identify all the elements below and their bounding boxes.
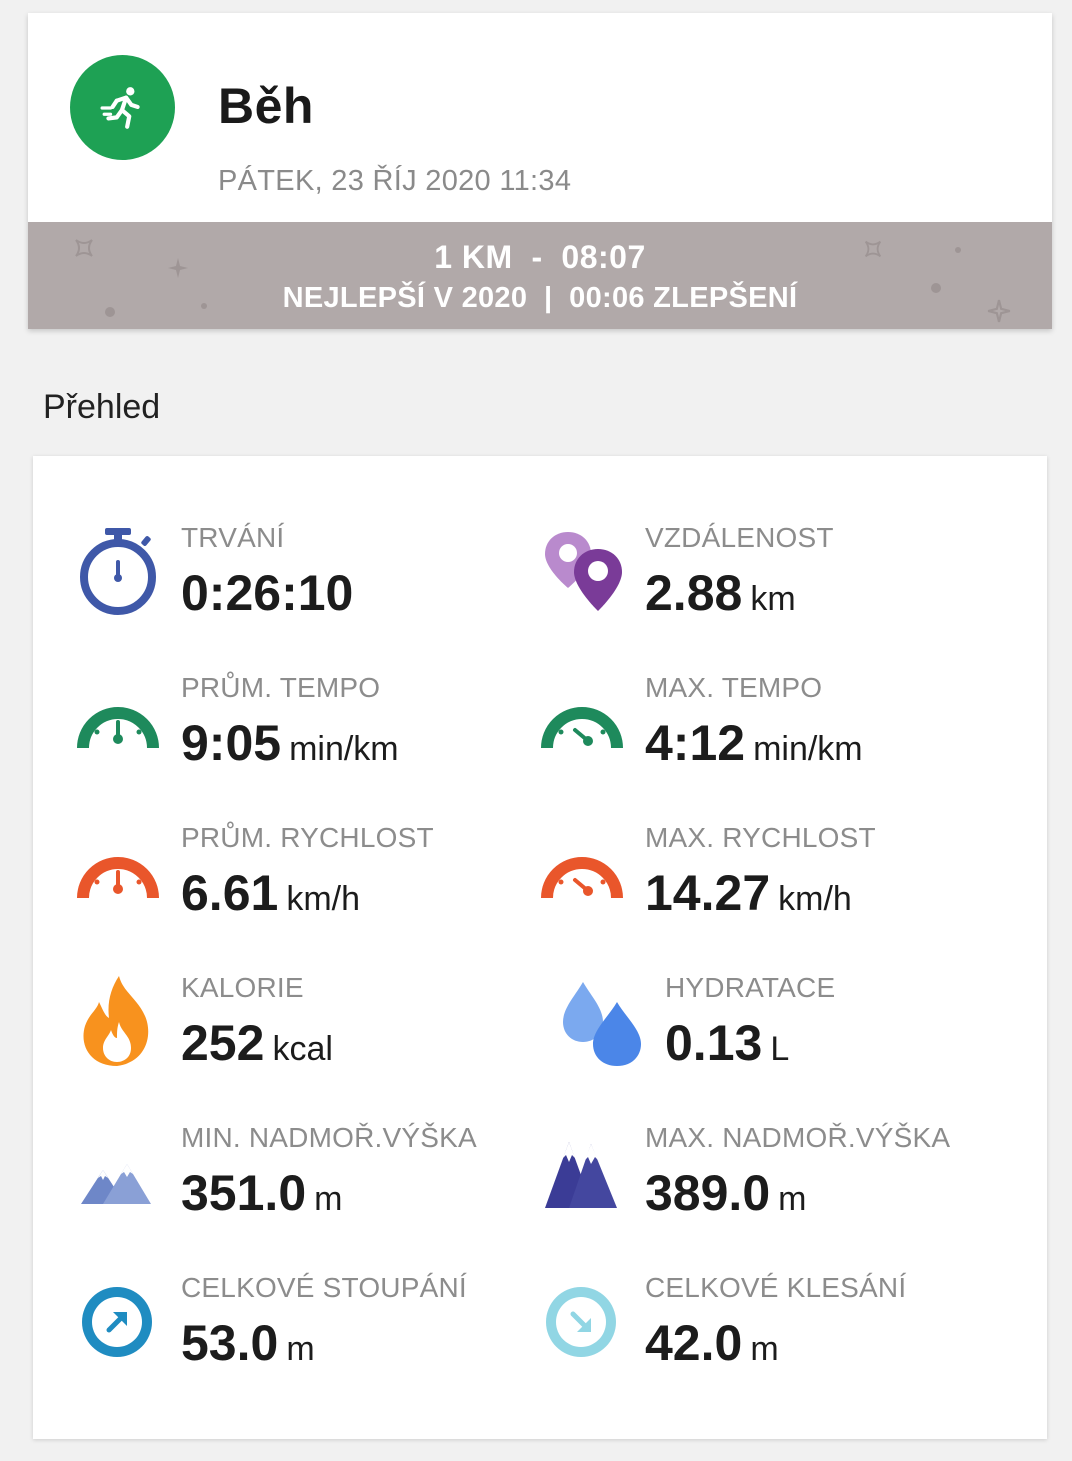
record-distance-time: 1 KM - 08:07 xyxy=(434,239,646,275)
stat-label: MAX. NADMOŘ.VÝŠKA xyxy=(645,1122,951,1153)
stat-max-speed: MAX. RYCHLOST 14.27 km/h xyxy=(541,822,1021,932)
stat-min-altitude: MIN. NADMOŘ.VÝŠKA 351.0 m xyxy=(77,1122,517,1232)
personal-record-banner[interactable]: 1 KM - 08:07 NEJLEPŠÍ V 2020 | 00:06 ZLE… xyxy=(28,222,1052,329)
sparkle-decoration-icon xyxy=(864,240,882,258)
stat-avg-speed: PRŮM. RYCHLOST 6.61 km/h xyxy=(77,822,517,932)
dot-decoration-icon xyxy=(931,283,941,293)
dot-decoration-icon xyxy=(105,307,115,317)
water-drops-icon xyxy=(563,982,641,1066)
stat-label: TRVÁNÍ xyxy=(181,522,285,553)
stat-value: 9:05 min/km xyxy=(181,714,399,772)
stat-number: 0.13 xyxy=(665,1015,763,1071)
stat-avg-pace: PRŮM. TEMPO 9:05 min/km xyxy=(77,672,517,782)
stat-label: PRŮM. RYCHLOST xyxy=(181,822,434,853)
stat-unit: km/h xyxy=(286,880,361,918)
record-improvement: NEJLEPŠÍ V 2020 | 00:06 ZLEPŠENÍ xyxy=(282,282,798,314)
stat-number: 389.0 xyxy=(645,1165,771,1221)
stat-number: 9:05 xyxy=(181,715,282,771)
stat-number: 53.0 xyxy=(181,1315,279,1371)
stat-number: 252 xyxy=(181,1015,265,1071)
stat-label: MIN. NADMOŘ.VÝŠKA xyxy=(181,1122,477,1153)
stat-value: 42.0 m xyxy=(645,1314,779,1372)
section-title-overview: Přehled xyxy=(43,388,161,426)
dot-decoration-icon xyxy=(955,247,961,253)
stat-duration: TRVÁNÍ 0:26:10 xyxy=(77,522,517,632)
avg-pace-gauge-icon xyxy=(77,707,159,749)
descent-arrow-icon xyxy=(546,1287,616,1357)
stat-total-descent: CELKOVÉ KLESÁNÍ 42.0 m xyxy=(541,1272,1021,1382)
overview-stats-card: TRVÁNÍ 0:26:10 VZDÁLENOST 2.88 km PRŮM. T… xyxy=(33,456,1047,1439)
stat-max-pace: MAX. TEMPO 4:12 min/km xyxy=(541,672,1021,782)
activity-title: Běh xyxy=(218,78,314,134)
stat-unit: kcal xyxy=(272,1030,333,1068)
stat-unit: km xyxy=(750,580,796,618)
stat-total-ascent: CELKOVÉ STOUPÁNÍ 53.0 m xyxy=(77,1272,517,1382)
stat-number: 0:26:10 xyxy=(181,565,354,621)
stat-value: 14.27 km/h xyxy=(645,864,852,922)
stat-label: CELKOVÉ STOUPÁNÍ xyxy=(181,1272,467,1303)
stat-value: 4:12 min/km xyxy=(645,714,863,772)
activity-date: PÁTEK, 23 ŘÍJ 2020 11:34 xyxy=(218,165,572,197)
stat-unit: m xyxy=(778,1180,807,1218)
stat-unit: min/km xyxy=(289,730,399,768)
stat-value: 0:26:10 xyxy=(181,564,361,622)
stat-number: 4:12 xyxy=(645,715,746,771)
stat-unit: min/km xyxy=(753,730,863,768)
stat-value: 53.0 m xyxy=(181,1314,315,1372)
ascent-arrow-icon xyxy=(82,1287,152,1357)
stat-unit: L xyxy=(770,1030,790,1068)
stat-label: PRŮM. TEMPO xyxy=(181,672,381,703)
stat-hydration: HYDRATACE 0.13 L xyxy=(561,972,1021,1082)
stat-number: 42.0 xyxy=(645,1315,743,1371)
sparkle-decoration-icon xyxy=(168,258,188,278)
stat-label: MAX. RYCHLOST xyxy=(645,822,876,853)
stat-label: CELKOVÉ KLESÁNÍ xyxy=(645,1272,907,1303)
flame-icon xyxy=(83,976,149,1066)
sparkle-decoration-icon xyxy=(75,239,93,257)
stat-unit: m xyxy=(286,1330,315,1368)
stat-label: HYDRATACE xyxy=(665,972,836,1003)
stat-max-altitude: MAX. NADMOŘ.VÝŠKA 389.0 m xyxy=(541,1122,1021,1232)
stat-calories: KALORIE 252 kcal xyxy=(77,972,517,1082)
stat-unit: m xyxy=(750,1330,779,1368)
avg-speed-gauge-icon xyxy=(77,857,159,899)
stat-value: 351.0 m xyxy=(181,1164,342,1222)
stat-label: MAX. TEMPO xyxy=(645,672,823,703)
stopwatch-icon xyxy=(80,528,156,615)
stat-unit: m xyxy=(314,1180,343,1218)
stat-value: 2.88 km xyxy=(645,564,796,622)
min-altitude-mountains-icon xyxy=(81,1164,151,1204)
running-person-icon xyxy=(100,86,140,129)
sparkle-decoration-icon xyxy=(987,299,1011,323)
stat-number: 14.27 xyxy=(645,865,771,921)
max-pace-gauge-icon xyxy=(541,707,623,749)
stat-distance: VZDÁLENOST 2.88 km xyxy=(541,522,1021,632)
activity-badge xyxy=(70,55,175,160)
stat-label: VZDÁLENOST xyxy=(645,522,834,553)
stat-value: 389.0 m xyxy=(645,1164,806,1222)
location-pins-icon xyxy=(545,532,622,611)
stat-unit: km/h xyxy=(778,880,852,918)
stat-value: 0.13 L xyxy=(665,1014,789,1072)
stat-value: 252 kcal xyxy=(181,1014,333,1072)
dot-decoration-icon xyxy=(201,303,207,309)
max-speed-gauge-icon xyxy=(541,857,623,899)
stat-number: 6.61 xyxy=(181,865,279,921)
max-altitude-mountains-icon xyxy=(545,1142,617,1208)
activity-header-card: Běh PÁTEK, 23 ŘÍJ 2020 11:34 1 KM - 08:0… xyxy=(28,13,1052,329)
stat-label: KALORIE xyxy=(181,972,304,1003)
stat-number: 351.0 xyxy=(181,1165,307,1221)
stat-number: 2.88 xyxy=(645,565,743,621)
stat-value: 6.61 km/h xyxy=(181,864,360,922)
